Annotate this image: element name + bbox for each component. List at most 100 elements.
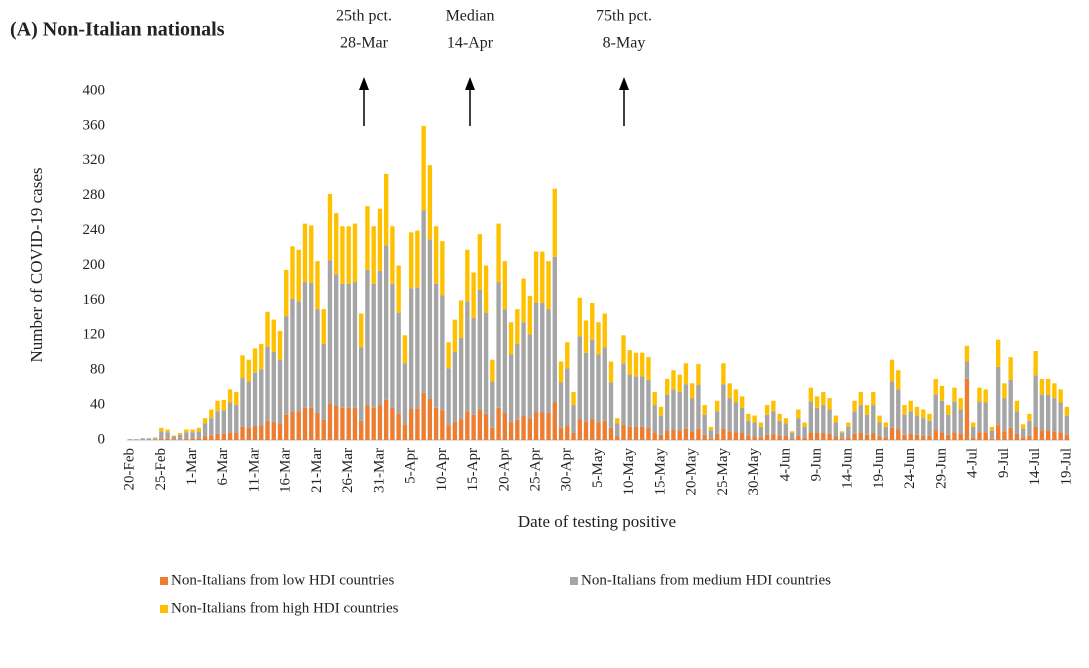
bar-segment bbox=[764, 405, 770, 415]
bar-segment bbox=[721, 428, 726, 440]
bar-segment bbox=[340, 226, 345, 284]
bar-segment bbox=[896, 389, 901, 430]
bar-segment bbox=[677, 392, 682, 431]
bar-segment bbox=[708, 430, 714, 439]
bar-segment bbox=[833, 422, 838, 437]
bar-segment bbox=[402, 424, 408, 440]
bar-segment bbox=[652, 392, 657, 406]
bar-segment bbox=[252, 348, 258, 373]
bar-segment bbox=[596, 422, 601, 440]
bar-segment bbox=[914, 406, 920, 416]
bar-segment bbox=[771, 433, 776, 440]
bar-segment bbox=[1020, 424, 1026, 429]
bar-segment bbox=[802, 422, 807, 427]
bar-segment bbox=[733, 432, 739, 440]
bar-segment bbox=[1045, 430, 1051, 440]
bar-segment bbox=[902, 434, 907, 440]
bar-segment bbox=[271, 351, 276, 422]
bar-segment bbox=[989, 426, 995, 431]
bar-segment bbox=[858, 392, 863, 406]
bar-segment bbox=[702, 434, 707, 440]
bar-segment bbox=[177, 434, 183, 440]
bar-segment bbox=[540, 303, 545, 413]
bar-segment bbox=[302, 282, 308, 408]
bar-segment bbox=[1045, 394, 1051, 431]
bar-segment bbox=[371, 283, 376, 408]
bar-segment bbox=[796, 435, 801, 440]
bar-segment bbox=[977, 432, 982, 440]
bar-segment bbox=[577, 336, 582, 420]
bar-segment bbox=[565, 425, 570, 440]
bar-segment bbox=[808, 401, 814, 433]
bar-segment bbox=[771, 400, 776, 412]
bar-segment bbox=[921, 418, 926, 436]
bar-segment bbox=[702, 414, 707, 435]
bar-segment bbox=[821, 405, 826, 434]
bar-segment bbox=[433, 226, 439, 284]
bar-segment bbox=[752, 422, 757, 437]
bar-segment bbox=[296, 301, 301, 412]
bar-segment bbox=[889, 381, 895, 428]
bar-segment bbox=[583, 421, 589, 440]
bar-segment bbox=[296, 249, 301, 302]
x-tick-label: 16-Mar bbox=[278, 448, 294, 493]
bar-segment bbox=[914, 415, 920, 435]
bar-segment bbox=[252, 372, 258, 427]
bar-segment bbox=[590, 303, 595, 340]
x-tick-label: 4-Jun bbox=[777, 448, 793, 482]
bar-segment bbox=[971, 426, 976, 438]
bar-segment bbox=[290, 411, 295, 440]
bar-segment bbox=[215, 411, 220, 434]
bar-segment bbox=[877, 415, 882, 423]
bar-segment bbox=[714, 411, 720, 434]
bar-segment bbox=[608, 382, 614, 428]
bar-segment bbox=[271, 421, 276, 440]
bar-segment bbox=[471, 414, 476, 440]
annotation-label: 75th pct. bbox=[596, 8, 652, 25]
x-tick-label: 6-Mar bbox=[215, 448, 231, 486]
bar-segment bbox=[240, 426, 245, 440]
bar-segment bbox=[346, 407, 351, 440]
bar-segment bbox=[696, 428, 701, 440]
bar-segment bbox=[846, 437, 851, 440]
bar-segment bbox=[577, 297, 582, 337]
bar-segment bbox=[964, 378, 970, 440]
y-tick-label: 80 bbox=[90, 362, 105, 378]
bar-segment bbox=[671, 370, 676, 390]
bar-segment bbox=[633, 352, 639, 377]
bar-segment bbox=[533, 303, 539, 413]
bar-segment bbox=[309, 282, 314, 408]
bar-segment bbox=[371, 407, 376, 440]
bar-segment bbox=[365, 206, 370, 270]
bar-segment bbox=[465, 249, 470, 302]
x-tick-label: 4-Jul bbox=[965, 448, 981, 478]
bar-segment bbox=[615, 423, 620, 437]
bar-segment bbox=[359, 347, 364, 421]
bar-segment bbox=[871, 405, 876, 434]
bar-segment bbox=[658, 434, 664, 440]
bar-segment bbox=[721, 384, 726, 429]
bar-segment bbox=[190, 429, 195, 433]
x-tick-label: 11-Mar bbox=[246, 448, 262, 492]
bar-segment bbox=[739, 433, 745, 440]
bar-segment bbox=[496, 223, 501, 283]
bar-segment bbox=[652, 433, 657, 440]
bar-segment bbox=[490, 359, 495, 382]
bar-segment bbox=[652, 405, 657, 434]
bar-segment bbox=[290, 298, 295, 412]
bar-segment bbox=[171, 435, 177, 437]
x-tick-label: 1-Mar bbox=[184, 448, 200, 486]
bar-segment bbox=[590, 419, 595, 440]
bar-segment bbox=[408, 232, 414, 289]
bar-segment bbox=[421, 125, 426, 211]
legend-swatch bbox=[570, 577, 578, 585]
y-tick-label: 320 bbox=[83, 152, 106, 168]
x-tick-label: 25-May bbox=[715, 448, 731, 496]
bar-segment bbox=[552, 402, 557, 440]
bar-segment bbox=[465, 411, 470, 440]
bar-segment bbox=[758, 437, 764, 440]
bar-segment bbox=[814, 396, 820, 408]
bar-segment bbox=[365, 405, 370, 440]
bar-segment bbox=[315, 309, 320, 413]
bar-segment bbox=[1033, 351, 1038, 376]
